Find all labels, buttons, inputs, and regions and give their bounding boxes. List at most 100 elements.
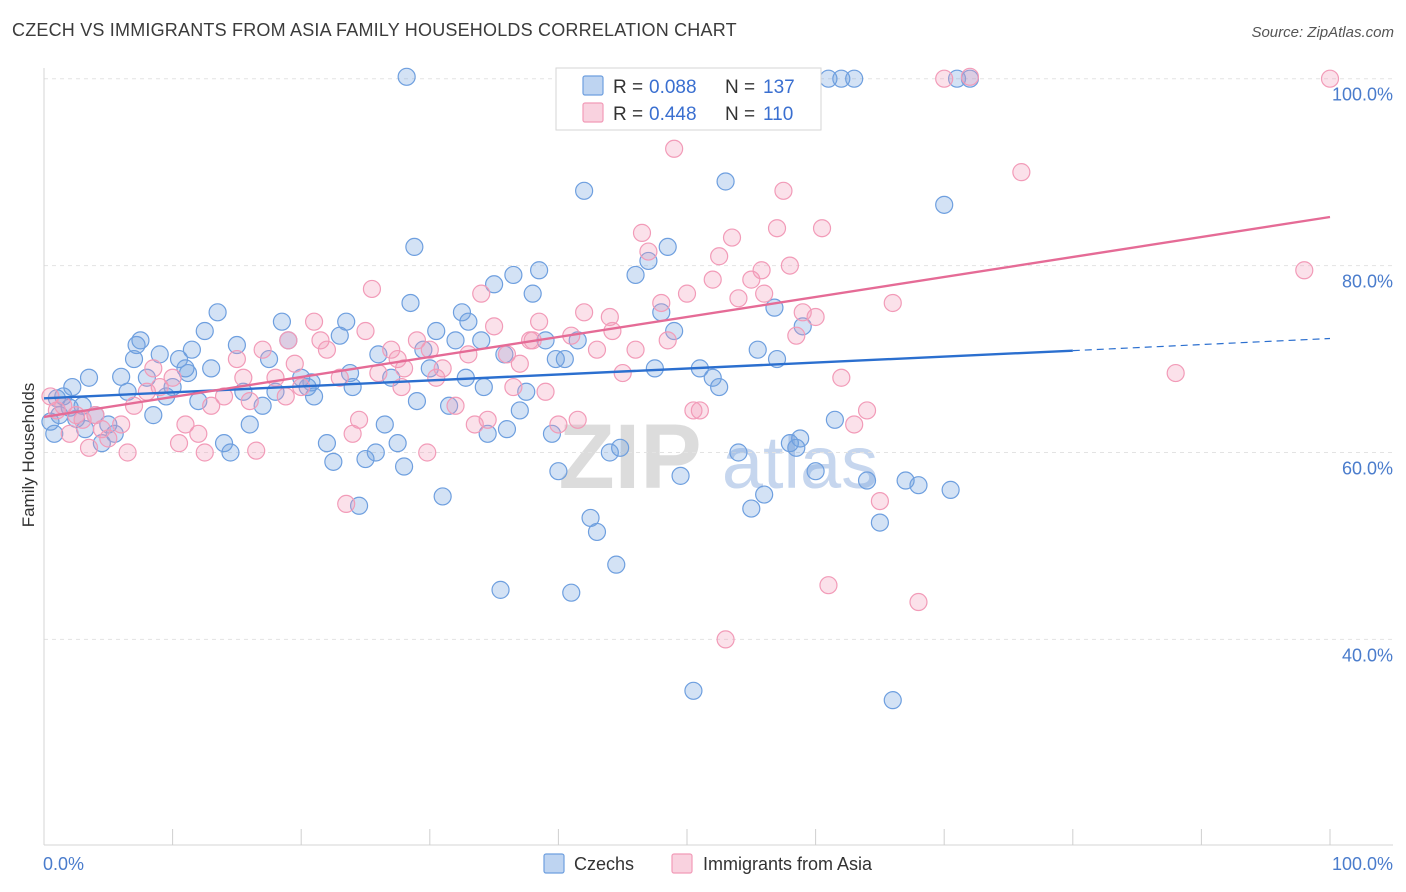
asia-point-36 [382,340,401,359]
y-tick-label-80: 80.0% [1342,272,1393,292]
y-axis-label: Family Households [19,383,38,528]
czechs-point-36 [324,452,343,471]
asia-point-92 [1295,261,1314,280]
series-immigrants-from-asia [41,67,1340,649]
czechs-point-93 [793,317,812,336]
asia-point-59 [600,307,619,327]
asia-point-99 [276,387,295,406]
czechs-point-87 [742,499,761,518]
asia-point-50 [510,354,529,373]
legend-r-label-czechs: R = [613,77,643,98]
czechs-point-52 [439,396,459,415]
asia-point-19 [227,349,246,369]
asia-point-85 [870,491,890,511]
trend-lines [43,215,1331,419]
asia-point-73 [729,289,748,308]
czechs-point-135 [45,424,64,443]
czechs-point-23 [202,359,221,378]
gridlines [44,78,1393,640]
asia-point-57 [575,303,594,322]
asia-point-100 [311,331,330,350]
source-label: Source: ZipAtlas.com [1251,24,1394,41]
asia-point-10 [124,396,144,415]
asia-point-43 [446,396,465,415]
asia-point-21 [240,392,259,411]
czechs-point-133 [825,410,844,429]
x-tick-label-min: 0.0% [43,854,84,874]
czechs-point-119 [405,237,424,257]
czechs-point-66 [542,424,562,443]
czechs-point-58 [485,275,504,294]
asia-point-29 [330,368,349,387]
legend-r-value-czechs: 0.088 [649,77,697,98]
asia-point-24 [279,331,298,350]
czechs-point-77 [639,251,658,271]
legend: R = 0.088 N = 137 R = 0.448 N = 110 [555,67,822,131]
asia-point-108 [774,181,793,200]
asia-point-60 [613,363,632,383]
czechs-point-18 [169,349,189,369]
asia-point-80 [806,307,825,327]
asia-point-109 [812,219,832,238]
asia-point-42 [433,359,452,378]
legend-swatch-czechs [582,75,604,96]
czechs-point-115 [272,312,292,331]
czechs-point-94 [806,462,825,481]
czechs-trend-extension [1072,337,1331,352]
czechs-point-100 [883,691,902,710]
czechs-point-38 [337,312,356,331]
czechs-point-45 [388,434,407,453]
legend-r-label-asia: R = [613,104,643,125]
czechs-point-43 [375,415,394,434]
asia-point-33 [356,321,375,341]
asia-point-8 [99,429,118,448]
chart-title: CZECH VS IMMIGRANTS FROM ASIA FAMILY HOU… [12,20,737,40]
czechs-point-76 [626,265,645,285]
legend-box [555,67,822,131]
asia-point-81 [819,576,838,595]
czechs-point-85 [716,172,735,191]
y-tick-label-40: 40.0% [1342,645,1393,665]
asia-point-7 [92,420,111,439]
asia-point-27 [304,312,324,331]
watermark-atlas: atlas [722,421,878,504]
asia-point-107 [752,261,771,280]
asia-point-20 [234,368,253,387]
asia-point-86 [883,293,902,313]
czechs-point-69 [562,583,581,602]
x-tick-label-max: 100.0% [1332,854,1393,874]
legend-n-value-asia: 110 [763,104,793,125]
czechs-point-47 [401,293,420,313]
asia-point-89 [960,67,980,86]
asia-point-34 [362,279,382,299]
asia-point-56 [568,410,587,429]
czechs-point-12 [124,349,144,369]
czechs-point-61 [510,401,529,420]
czechs-point-29 [259,349,279,369]
czechs-point-120 [427,321,446,341]
asia-point-12 [150,377,169,397]
czechs-point-50 [420,359,439,378]
asia-point-72 [722,228,742,247]
czechs-point-72 [587,522,607,542]
asia-point-93 [1320,69,1340,88]
czechs-point-26 [227,335,246,355]
asia-point-28 [317,340,337,359]
asia-point-84 [857,401,877,420]
czechs-point-82 [684,681,703,700]
czechs-point-64 [530,261,549,280]
czechs-point-14 [137,368,156,387]
asia-point-44 [459,345,478,364]
czechs-point-48 [407,392,427,411]
asia-point-69 [703,270,722,289]
asia-point-17 [202,396,221,415]
asia-point-98 [247,441,266,460]
czechs-point-132 [791,429,810,448]
asia-point-65 [665,139,684,158]
bottom-legend-swatch-asia [671,853,693,874]
asia-point-41 [427,368,446,387]
czechs-point-124 [504,265,523,285]
bottom-legend-asia: Immigrants from Asia [703,854,873,874]
bottom-legend: Czechs Immigrants from Asia [543,853,873,874]
